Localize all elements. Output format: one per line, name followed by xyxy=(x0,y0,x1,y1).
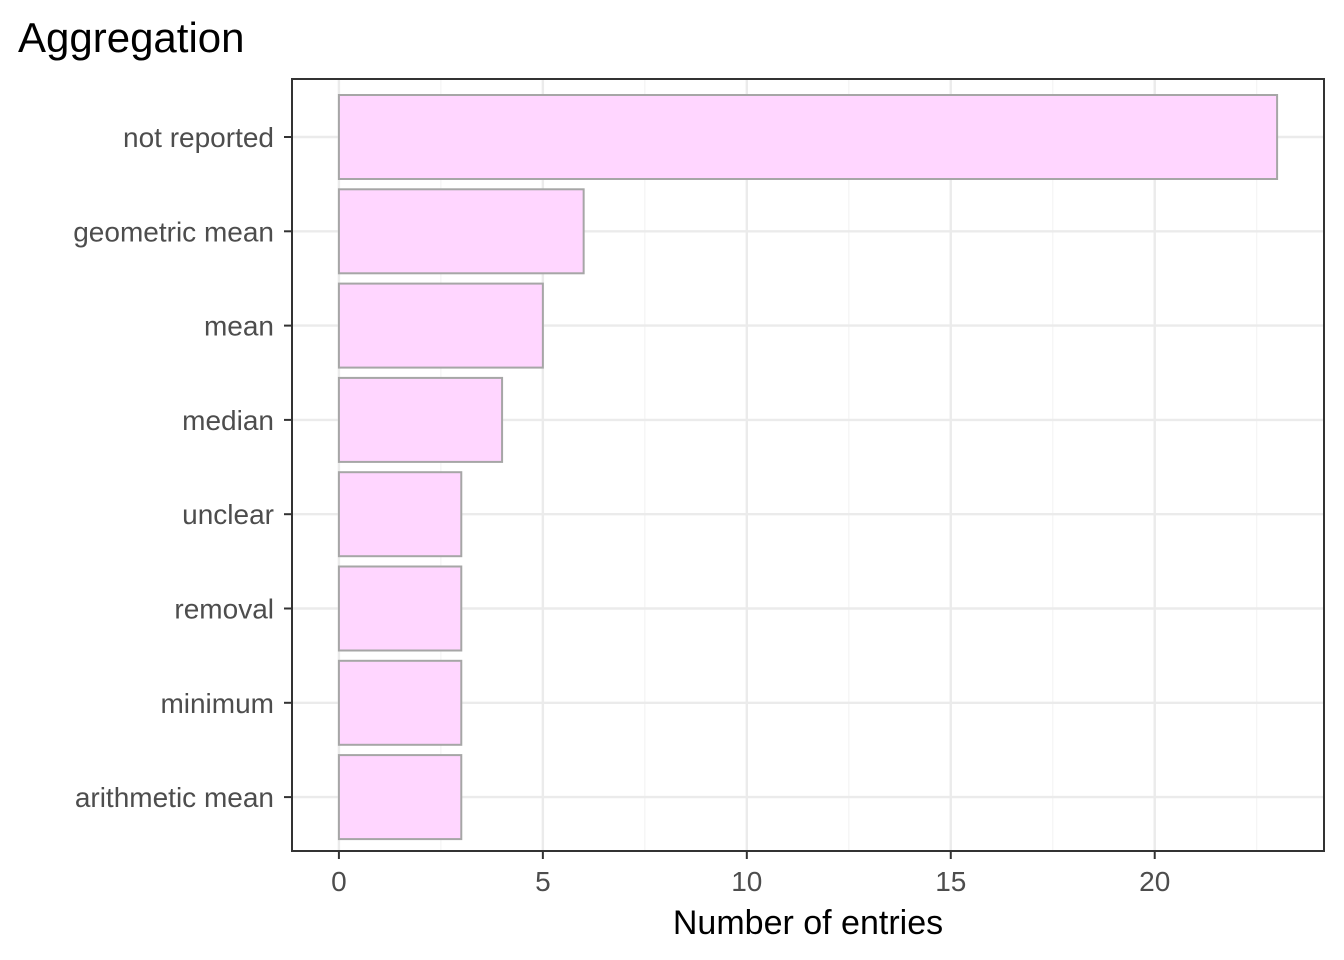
bar-layer xyxy=(337,94,1279,841)
x-tick-label: 0 xyxy=(331,866,347,897)
bar-unclear xyxy=(337,471,463,558)
y-tick-label: mean xyxy=(204,311,274,342)
bar-not-reported xyxy=(337,94,1279,180)
bar-geometric-mean xyxy=(337,188,585,275)
axis-layer: not reported geometric mean mean median uncl… xyxy=(73,122,1170,897)
x-tick-label: 10 xyxy=(731,866,762,897)
panel-border xyxy=(291,78,1325,852)
y-tick-label: arithmetic mean xyxy=(75,782,274,813)
x-tick-label: 20 xyxy=(1139,866,1170,897)
bar-arithmetic-mean xyxy=(337,754,463,841)
bar-mean xyxy=(337,282,544,369)
bar-median xyxy=(337,376,504,463)
y-tick-label: median xyxy=(182,405,274,436)
y-tick-label: unclear xyxy=(182,499,274,530)
x-tick-label: 5 xyxy=(535,866,551,897)
bar-minimum xyxy=(337,659,463,746)
y-tick-label: minimum xyxy=(160,688,274,719)
bar-removal xyxy=(337,565,463,652)
y-tick-label: removal xyxy=(174,594,274,625)
y-tick-label: geometric mean xyxy=(73,216,274,247)
x-axis-title: Number of entries xyxy=(673,904,943,942)
x-tick-label: 15 xyxy=(935,866,966,897)
y-tick-label: not reported xyxy=(123,122,274,153)
chart-title: Aggregation xyxy=(18,14,245,61)
